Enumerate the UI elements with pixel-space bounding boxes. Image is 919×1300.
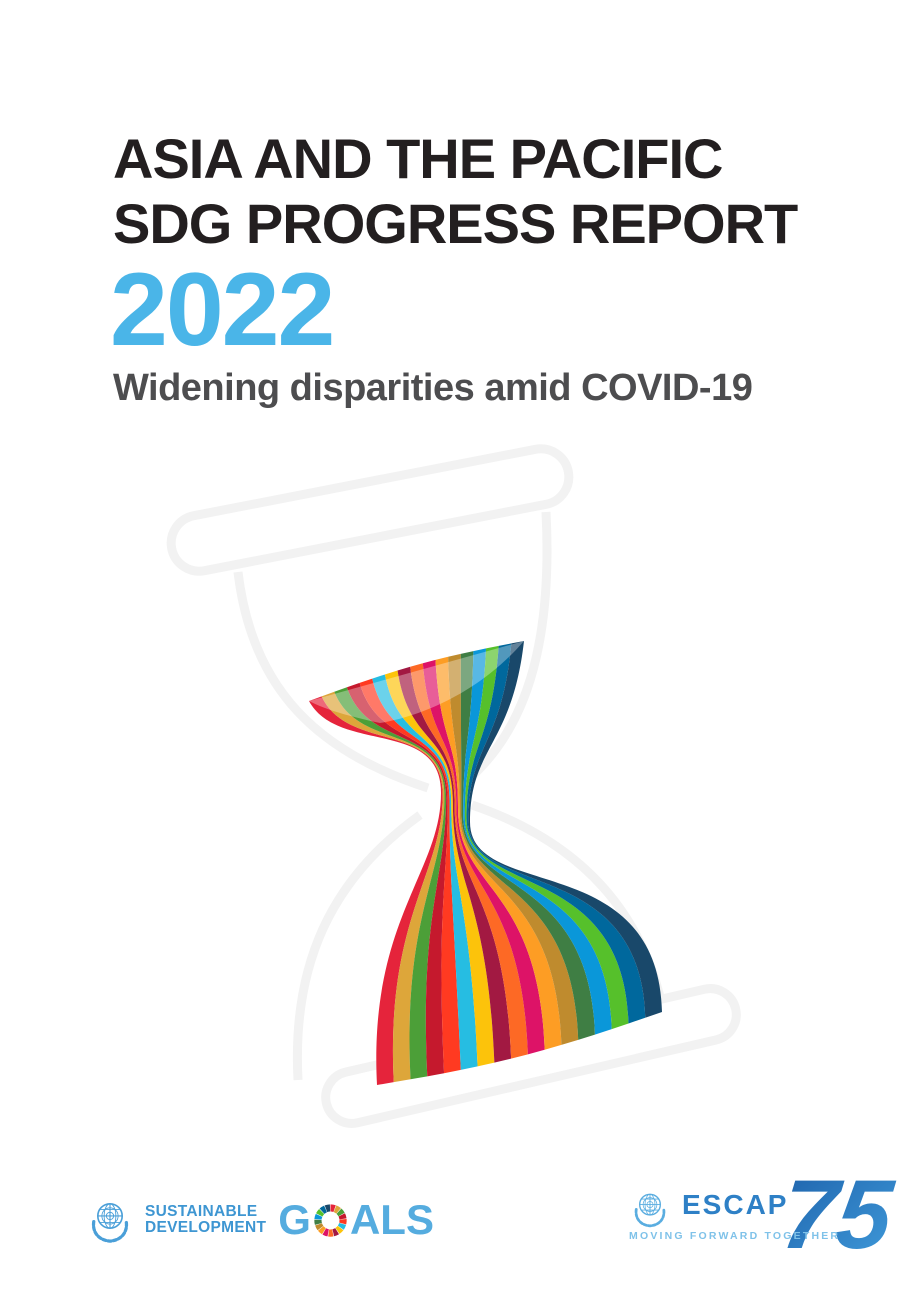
un-emblem-icon — [628, 1186, 672, 1230]
sdg-logo-line1: SUSTAINABLE — [145, 1203, 258, 1220]
sdg-color-wheel-icon — [314, 1203, 347, 1237]
goals-letters-als: ALS — [349, 1196, 434, 1243]
report-title-line1: ASIA AND THE PACIFIC — [113, 127, 723, 190]
report-subtitle: Widening disparities amid COVID-19 — [113, 367, 753, 409]
sdg-ribbon-vortex — [309, 641, 662, 1085]
escap-75-number: 75 — [777, 1159, 899, 1269]
goals-letter-g: G — [278, 1196, 311, 1243]
sdg-logo-line2: DEVELOPMENT — [145, 1219, 267, 1236]
sdg-goals-logo: SUSTAINABLE DEVELOPMENT G ALS — [84, 1194, 434, 1246]
report-year: 2022 — [110, 252, 335, 368]
report-title: ASIA AND THE PACIFIC SDG PROGRESS REPORT — [113, 126, 798, 256]
goals-wordmark: G ALS — [278, 1199, 434, 1241]
escap-75-logo: ESCAP 75 MOVING FORWARD TOGETHER — [628, 1159, 899, 1282]
vortex-inner-surface-highlight — [309, 641, 524, 723]
un-emblem-icon — [84, 1194, 136, 1246]
hourglass-outline-drawing — [166, 444, 741, 1128]
report-title-line2: SDG PROGRESS REPORT — [113, 192, 798, 255]
sdg-logo-wordmark: SUSTAINABLE DEVELOPMENT — [145, 1204, 266, 1236]
escap-75-anniversary-icon: 75 — [777, 1159, 899, 1269]
escap-wordmark: ESCAP — [682, 1189, 789, 1220]
escap-tagline: MOVING FORWARD TOGETHER — [629, 1230, 841, 1242]
